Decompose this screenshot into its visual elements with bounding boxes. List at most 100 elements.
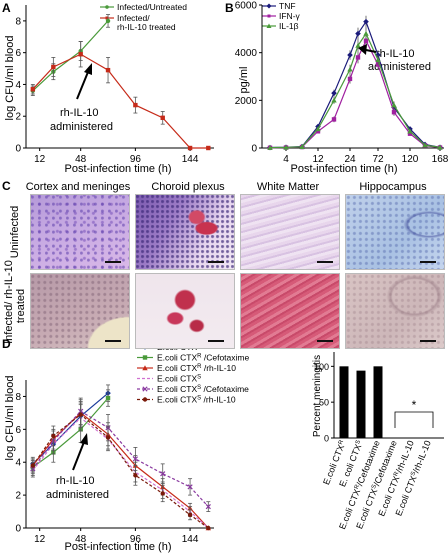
panel-b-point-0 xyxy=(331,90,337,96)
panel-d-point-5 xyxy=(51,433,56,439)
panel-d-legend-label-1: E.coli CTXR /Cefotaxime xyxy=(157,353,249,363)
panel-c-col-hippocampus: Hippocampus xyxy=(359,181,427,193)
panel-d-point-5 xyxy=(133,473,138,478)
panel-e-bar-0 xyxy=(339,366,349,438)
panel-b-legend-tnf: TNF xyxy=(279,1,296,11)
panel-b-point-2 xyxy=(267,144,273,150)
panel-e-bar-2 xyxy=(373,366,383,438)
panel-e-ylabel: Percent meningitis xyxy=(312,355,323,437)
panel-b-ytick-label: 2000 xyxy=(235,96,258,107)
panel-b-point-2 xyxy=(355,42,361,48)
panel-b-point-2 xyxy=(347,66,353,72)
panel-b-arrow xyxy=(358,44,377,55)
panel-b-plot: 0 2000 4000 6000 4 12 24 72 120 168 xyxy=(235,1,448,166)
panel-b-point-0 xyxy=(355,30,361,37)
panel-a-xtick-label: 144 xyxy=(182,154,199,165)
panel-a-point-1 xyxy=(30,87,36,92)
panel-a-ytick-label: 2 xyxy=(15,112,21,123)
panel-d-ylabel: log CFU/ml blood xyxy=(4,376,16,461)
panel-c-row-treated-1: Infected/ rh-IL-10 xyxy=(3,260,15,344)
panel-b-point-1 xyxy=(407,131,413,136)
panel-a-point-1 xyxy=(187,145,193,151)
panel-b-annotation-line2: administered xyxy=(368,61,431,73)
panel-d-series-line-1 xyxy=(32,397,109,468)
panel-d-ytick-label: 8 xyxy=(15,392,21,403)
panel-b-point-1 xyxy=(391,110,397,115)
panel-a-point-0 xyxy=(105,18,111,24)
scale-bar xyxy=(208,261,224,263)
panel-d-series-line-5 xyxy=(32,413,209,529)
panel-a-point-1 xyxy=(160,115,165,121)
panel-d-point-4-b xyxy=(160,471,166,477)
panel-a-letter: A xyxy=(2,1,11,15)
panel-d-arrow xyxy=(72,433,88,471)
panel-d-legend-label-2: E.coli CTXR /rh-IL-10 xyxy=(157,363,236,373)
panel-d-plot: 0 2 4 6 8 12 48 96 144 xyxy=(15,380,214,545)
panel-a-point-1 xyxy=(133,102,138,108)
panel-b-xtick-label: 72 xyxy=(372,154,384,165)
panel-a-annotation-line1: rh-IL-10 xyxy=(60,107,99,119)
panel-a-ytick-label: 4 xyxy=(15,80,21,91)
panel-b-point-2 xyxy=(331,97,337,103)
panel-c-row-uninfected: Uninfected xyxy=(9,206,21,259)
panel-a-point-1 xyxy=(78,52,83,57)
panel-d-point-5 xyxy=(78,412,83,417)
histology-uninfected-choroid xyxy=(135,194,235,270)
panel-a-ytick-label: 6 xyxy=(15,48,21,59)
panel-b-point-2 xyxy=(315,126,321,132)
panel-b-xtick-label: 24 xyxy=(344,154,356,165)
panel-d-xtick-label: 96 xyxy=(130,534,142,545)
panel-d-ytick-label: 4 xyxy=(15,458,21,469)
panel-d-point-4-b xyxy=(205,503,211,510)
panel-a-point-1 xyxy=(206,145,211,151)
panel-b-ytick-label: 4000 xyxy=(235,48,258,59)
panel-d-series-line-3 xyxy=(32,417,209,529)
panel-b-point-1 xyxy=(347,76,353,82)
panel-b-point-2 xyxy=(391,102,397,108)
panel-a-xtick-label: 48 xyxy=(75,154,87,165)
panel-d-legend-label-4: E.coli CTXS /Cefotaxime xyxy=(157,384,249,394)
panel-b-ylabel: pg/ml xyxy=(238,67,250,94)
panel-d-ytick-label: 6 xyxy=(15,425,21,436)
panel-e-ytick-label: 100 xyxy=(314,362,329,372)
panel-d-legend-marker-1 xyxy=(142,355,148,360)
panel-c-row-treated-2: treated xyxy=(15,289,27,323)
panel-e-ytick-label: 50 xyxy=(319,398,329,408)
panel-d-legend-marker-2 xyxy=(142,365,148,371)
panel-d: D log CFU/ml blood Post-infection time (… xyxy=(2,337,249,553)
scale-bar xyxy=(208,340,224,342)
panel-d-point-5 xyxy=(206,525,211,531)
scale-bar xyxy=(317,261,333,263)
panel-d-xtick-label: 48 xyxy=(75,534,87,545)
panel-c-col-cortex: Cortex and meninges xyxy=(26,181,131,193)
panel-b-legend-ifn: IFN-γ xyxy=(279,11,301,21)
panel-a-legend: Infected/Untreated Infected/ rh-IL-10 tr… xyxy=(100,2,187,32)
panel-b-point-1 xyxy=(355,55,361,60)
panel-d-ytick-label: 0 xyxy=(15,524,21,535)
panel-b-series-line-0 xyxy=(269,20,441,149)
panel-d-legend-label-3: E.coli CTXS xyxy=(157,374,201,384)
scale-bar xyxy=(420,340,436,342)
panel-b-xlabel: Post-infection time (h) xyxy=(291,163,398,175)
panel-b: B pg/ml Post-infection time (h) rh-IL-10… xyxy=(225,1,448,176)
panel-b-point-2 xyxy=(299,144,305,150)
panel-b-point-0 xyxy=(363,18,369,25)
panel-b-point-2 xyxy=(363,30,369,36)
panel-d-point-5 xyxy=(187,512,193,518)
panel-d-legend-marker-5 xyxy=(142,397,148,402)
panel-b-point-1 xyxy=(331,117,337,122)
panel-b-xtick-label: 168 xyxy=(432,154,448,165)
histology-treated-choroid xyxy=(135,273,235,349)
panel-a-arrow xyxy=(76,63,92,100)
panel-a-annotation-line2: administered xyxy=(50,121,113,133)
panel-b-point-1 xyxy=(363,38,369,43)
panel-c: C Cortex and meninges Choroid plexus Whi… xyxy=(2,179,427,344)
panel-b-legend: TNF IFN-γ IL-1β xyxy=(262,1,301,31)
panel-a-series-line-1 xyxy=(32,53,209,149)
panel-a-xtick-label: 12 xyxy=(34,154,46,165)
panel-c-letter: C xyxy=(2,179,11,193)
panel-d-point-5 xyxy=(105,435,111,440)
scale-bar xyxy=(420,261,436,263)
